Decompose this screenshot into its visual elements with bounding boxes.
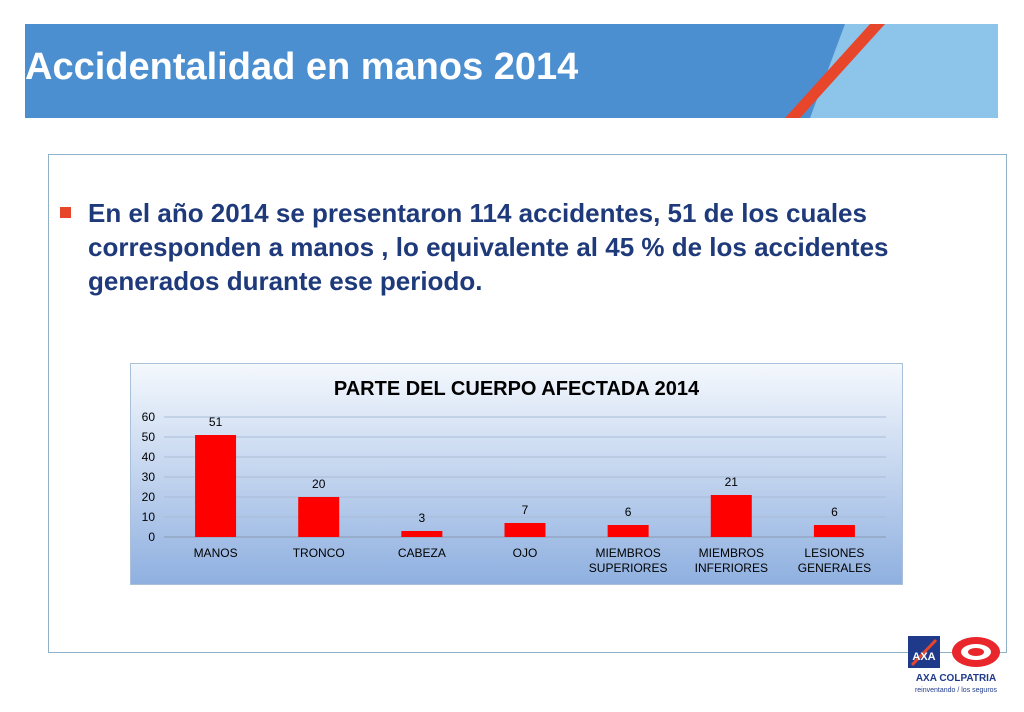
- y-tick-label: 50: [142, 430, 156, 444]
- data-label: 21: [725, 475, 739, 489]
- summary-paragraph: En el año 2014 se presentaron 114 accide…: [88, 198, 889, 296]
- data-label: 6: [831, 505, 838, 519]
- y-tick-label: 40: [142, 450, 156, 464]
- bar: [607, 525, 649, 537]
- y-tick-label: 10: [142, 510, 156, 524]
- svg-text:AXA COLPATRIA: AXA COLPATRIA: [916, 673, 996, 684]
- bullet-square-icon: [60, 207, 71, 218]
- y-tick-label: 60: [142, 410, 156, 424]
- x-tick-label: SUPERIORES: [589, 561, 668, 575]
- bar-chart: PARTE DEL CUERPO AFECTADA 2014 0 10 20 30 40…: [130, 363, 903, 585]
- x-tick-label: OJO: [513, 546, 538, 560]
- bar: [504, 523, 546, 537]
- y-tick-label: 0: [148, 530, 155, 544]
- bar: [195, 435, 237, 537]
- x-tick-label: TRONCO: [293, 546, 345, 560]
- svg-text:reinventando / los seguros: reinventando / los seguros: [915, 687, 998, 694]
- x-tick-label: LESIONES: [804, 546, 864, 560]
- data-label: 7: [522, 503, 529, 517]
- bar: [298, 497, 340, 537]
- chart-title: PARTE DEL CUERPO AFECTADA 2014: [333, 378, 700, 400]
- chart-plot: 0 10 20 30 40 50 60 51 MANOS 20 TRONCO 3 CABEZA 7 OJO 6…: [142, 410, 886, 575]
- y-tick-label: 20: [142, 490, 156, 504]
- svg-text:AXA: AXA: [912, 651, 935, 663]
- bar: [710, 495, 752, 537]
- x-tick-label: MIEMBROS: [595, 546, 660, 560]
- data-label: 20: [312, 477, 326, 491]
- y-tick-label: 30: [142, 470, 156, 484]
- slide-title: Accidentalidad en manos 2014: [25, 46, 579, 88]
- x-tick-label: GENERALES: [798, 561, 871, 575]
- data-label: 6: [625, 505, 632, 519]
- x-tick-label: CABEZA: [398, 546, 446, 560]
- x-tick-label: MIEMBROS: [699, 546, 764, 560]
- x-tick-label: INFERIORES: [695, 561, 768, 575]
- bar: [401, 531, 443, 537]
- data-label: 3: [419, 511, 426, 525]
- axa-colpatria-logo: AXA AXA COLPATRIA reinventando / los seg…: [908, 636, 1000, 694]
- bar: [813, 525, 855, 537]
- title-bar: [25, 24, 998, 118]
- x-tick-label: MANOS: [194, 546, 238, 560]
- data-label: 51: [209, 415, 223, 429]
